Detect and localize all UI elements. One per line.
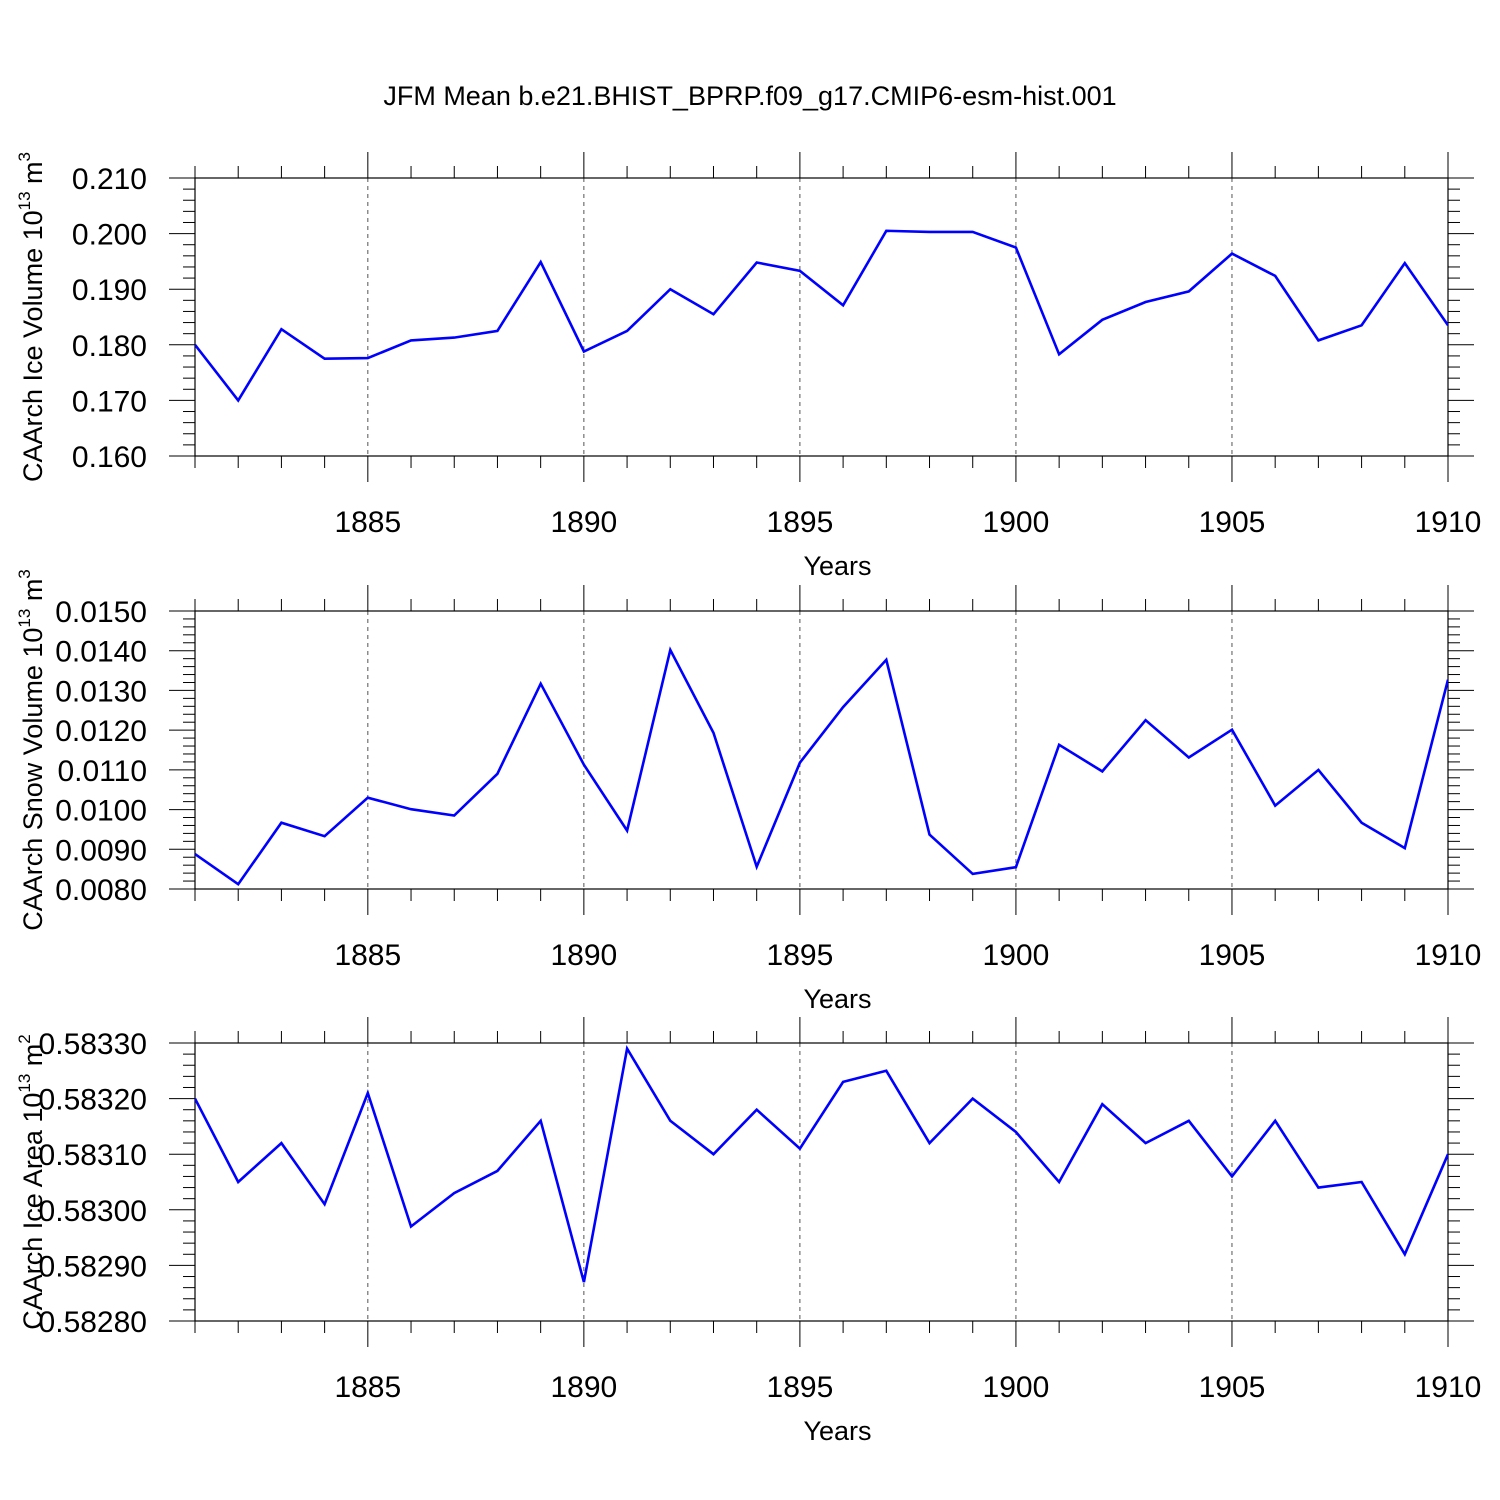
- x-tick-label: 1900: [983, 1371, 1050, 1404]
- y-tick-label: 0.170: [72, 385, 147, 418]
- y-tick-label: 0.0090: [55, 834, 147, 867]
- x-tick-label: 1905: [1199, 939, 1266, 972]
- data-series-line: [195, 646, 1448, 887]
- x-tick-label: 1910: [1415, 506, 1482, 539]
- y-tick-label: 0.180: [72, 330, 147, 363]
- x-tick-label: 1890: [550, 1371, 617, 1404]
- y-tick-label: 0.0130: [55, 675, 147, 708]
- x-tick-label: 1885: [334, 1371, 401, 1404]
- chart-panel-2: 1885 1890 1895 1900 1905 1910 Years 0.0080 0.009…: [15, 569, 1481, 1014]
- y-tick-label: 0.210: [72, 163, 147, 196]
- chart-panel-3: 1885 1890 1895 1900 1905 1910 Years 0.58280 0.58…: [15, 1017, 1481, 1446]
- x-tick-label: 1890: [550, 506, 617, 539]
- y-axis-label: CAArch Snow Volume 1013 m3: [15, 569, 48, 931]
- y-tick-label: 0.200: [72, 219, 147, 252]
- x-tick-label: 1890: [550, 939, 617, 972]
- plot-frame: [194, 177, 1449, 457]
- y-tick-label: 0.58290: [39, 1250, 147, 1283]
- chart-panels: 1885 1890 1895 1900 1905 1910 Years 0.160 0.170 0…: [15, 152, 1481, 1446]
- x-tick-label: 1910: [1415, 1371, 1482, 1404]
- figure-title: JFM Mean b.e21.BHIST_BPRP.f09_g17.CMIP6-…: [383, 81, 1116, 111]
- y-tick-label: 0.0140: [55, 636, 147, 669]
- y-tick-label: 0.0100: [55, 795, 147, 828]
- y-tick-label: 0.58310: [39, 1139, 147, 1172]
- plot-frame: [194, 610, 1449, 890]
- x-tick-label: 1900: [983, 939, 1050, 972]
- x-tick-label: 1905: [1199, 1371, 1266, 1404]
- y-axis-label: CAArch Ice Volume 1013 m3: [15, 152, 48, 482]
- y-axis-label: CAArch Ice Area 1013 m2: [15, 1034, 48, 1330]
- x-tick-label: 1895: [767, 939, 834, 972]
- y-tick-label: 0.58300: [39, 1195, 147, 1228]
- x-tick-label: 1900: [983, 506, 1050, 539]
- y-tick-label: 0.0120: [55, 715, 147, 748]
- x-tick-label: 1910: [1415, 939, 1482, 972]
- chart-panel-1: 1885 1890 1895 1900 1905 1910 Years 0.160 0.170 0…: [15, 152, 1481, 581]
- plot-frame: [194, 1042, 1449, 1322]
- x-axis-label: Years: [803, 551, 871, 581]
- y-tick-label: 0.0080: [55, 874, 147, 907]
- data-series-line: [195, 1044, 1448, 1283]
- x-tick-label: 1895: [767, 506, 834, 539]
- y-tick-label: 0.0150: [55, 596, 147, 629]
- x-axis-label: Years: [803, 1416, 871, 1446]
- data-series-line: [195, 229, 1448, 403]
- x-tick-label: 1895: [767, 1371, 834, 1404]
- x-tick-label: 1905: [1199, 506, 1266, 539]
- x-tick-label: 1885: [334, 506, 401, 539]
- x-tick-label: 1885: [334, 939, 401, 972]
- y-tick-label: 0.58320: [39, 1084, 147, 1117]
- y-tick-label: 0.190: [72, 274, 147, 307]
- y-tick-label: 0.160: [72, 441, 147, 474]
- y-tick-label: 0.58280: [39, 1306, 147, 1339]
- x-axis-label: Years: [803, 984, 871, 1014]
- y-tick-label: 0.58330: [39, 1028, 147, 1061]
- y-tick-label: 0.0110: [57, 755, 147, 788]
